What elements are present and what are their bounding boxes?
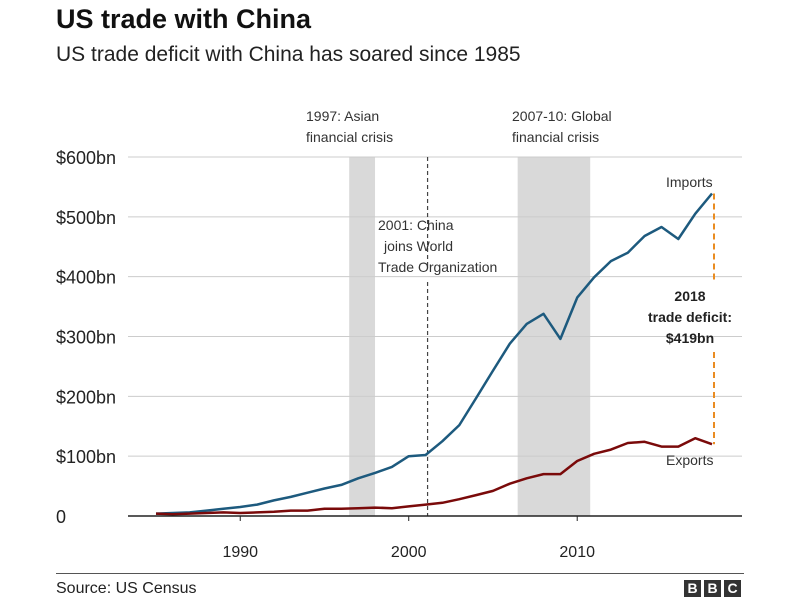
source-note: Source: US Census <box>56 580 197 597</box>
exports-label: Exports <box>666 452 713 468</box>
y-tick-label: $100bn <box>56 447 116 467</box>
period-label: financial crisis <box>306 129 393 145</box>
x-tick-label: 1990 <box>222 544 258 561</box>
footer-divider <box>56 573 744 574</box>
bbc-logo: B B C <box>684 580 741 597</box>
x-tick-label: 2000 <box>391 544 427 561</box>
event-label: joins World <box>383 238 453 254</box>
imports-label: Imports <box>666 174 713 190</box>
period-label: 2007-10: Global <box>512 108 612 124</box>
y-tick-label: 0 <box>56 507 66 527</box>
event-label: 2001: China <box>378 217 454 233</box>
period-label: 1997: Asian <box>306 108 379 124</box>
logo-letter: C <box>724 580 741 597</box>
y-tick-label: $300bn <box>56 328 116 348</box>
logo-letter: B <box>704 580 721 597</box>
event-label: Trade Organization <box>378 259 497 275</box>
deficit-label: 2018 <box>674 288 705 304</box>
deficit-label: $419bn <box>666 330 714 346</box>
deficit-label: trade deficit: <box>648 309 732 325</box>
y-tick-label: $500bn <box>56 208 116 228</box>
chart-title: US trade with China <box>56 4 312 34</box>
period-label: financial crisis <box>512 129 599 145</box>
exports-line <box>155 436 713 516</box>
logo-letter: B <box>684 580 701 597</box>
y-tick-label: $400bn <box>56 268 116 288</box>
y-tick-label: $200bn <box>56 387 116 407</box>
imports-line <box>155 192 713 515</box>
y-tick-label: $600bn <box>56 148 116 168</box>
chart-subtitle: US trade deficit with China has soared s… <box>56 43 521 66</box>
x-tick-label: 2010 <box>559 544 595 561</box>
